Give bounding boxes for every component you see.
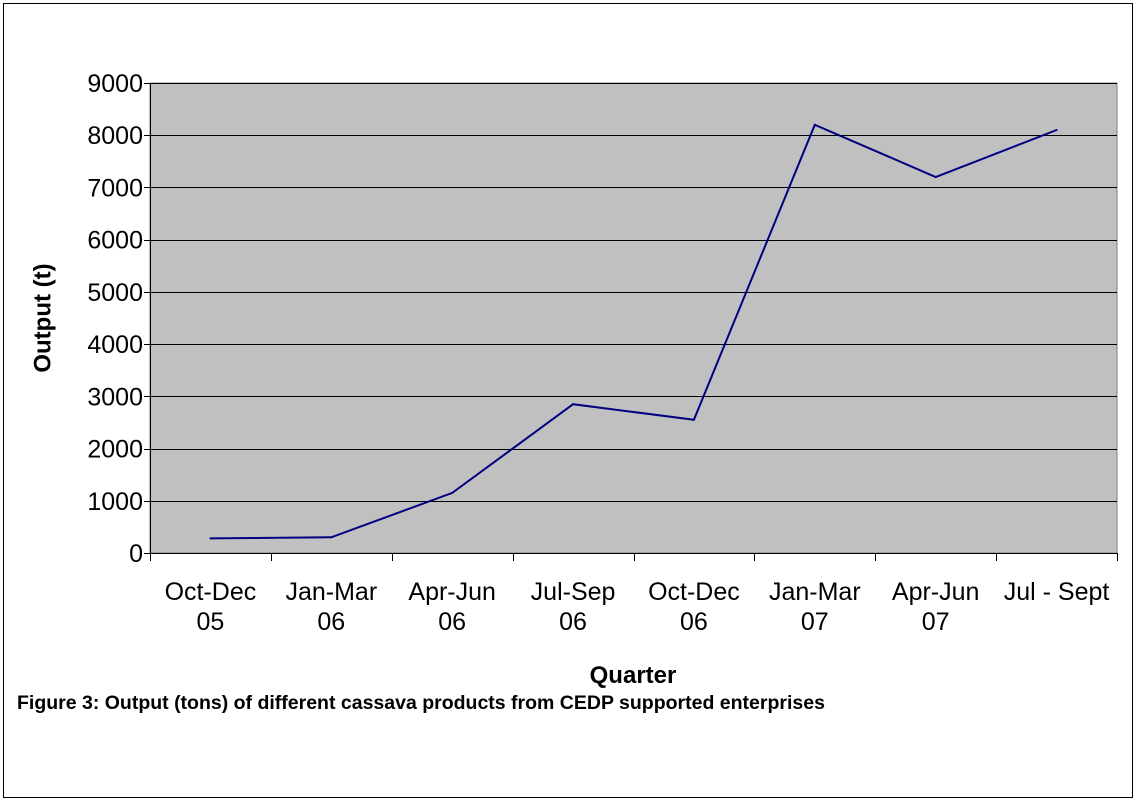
x-tick-label-6: Apr-Jun 07 — [892, 578, 980, 636]
data-point-5 — [813, 123, 816, 126]
y-tick-labels: 0 1000 2000 3000 4000 5000 6000 7000 8000 9000 — [87, 70, 143, 568]
series-output — [209, 123, 1058, 540]
y-tick-label-0: 0 — [129, 540, 143, 568]
x-tick-label-2: Apr-Jun 06 — [408, 578, 496, 636]
x-tick-label-5: Jan-Mar 07 — [769, 578, 861, 636]
y-tick-label-8000: 8000 — [87, 122, 143, 150]
plot-area — [149, 82, 1118, 554]
data-point-0 — [209, 537, 212, 540]
series-line — [210, 123, 1057, 540]
y-axis-title: Output (t) — [29, 263, 56, 372]
axes — [144, 83, 1118, 561]
gridlines — [150, 83, 1117, 502]
data-point-6 — [934, 176, 937, 178]
x-tick-label-3: Jul-Sep 06 — [531, 578, 616, 636]
y-tick-label-1000: 1000 — [87, 488, 143, 516]
data-point-3 — [572, 403, 575, 406]
x-tick-label-1: Jan-Mar 06 — [285, 578, 377, 636]
data-point-7 — [1055, 129, 1058, 131]
x-axis-title: Quarter — [590, 662, 677, 689]
figure-caption: Figure 3: Output (tons) of different cas… — [17, 692, 825, 714]
y-tick-label-3000: 3000 — [87, 383, 143, 411]
x-tick-labels: Oct-Dec 05 Jan-Mar 06 Apr-Jun 06 Jul-Sep 06 Oct-… — [165, 578, 1110, 636]
y-tick-label-7000: 7000 — [87, 174, 143, 202]
data-point-2 — [451, 491, 454, 494]
line-chart: 0 1000 2000 3000 4000 5000 6000 7000 8000 9000 Oc… — [29, 70, 1118, 689]
data-point-1 — [330, 536, 333, 539]
data-point-4 — [692, 418, 695, 421]
x-tick-label-7: Jul - Sept — [1004, 578, 1110, 606]
y-tick-label-4000: 4000 — [87, 331, 143, 359]
x-tick-label-0: Oct-Dec 05 — [165, 578, 257, 636]
x-tick-label-4: Oct-Dec 06 — [648, 578, 740, 636]
y-tick-label-9000: 9000 — [87, 70, 143, 98]
y-tick-label-5000: 5000 — [87, 279, 143, 307]
y-tick-label-2000: 2000 — [87, 436, 143, 464]
chart-frame: 0 1000 2000 3000 4000 5000 6000 7000 8000 9000 Oc… — [3, 3, 1133, 798]
y-tick-label-6000: 6000 — [87, 227, 143, 255]
